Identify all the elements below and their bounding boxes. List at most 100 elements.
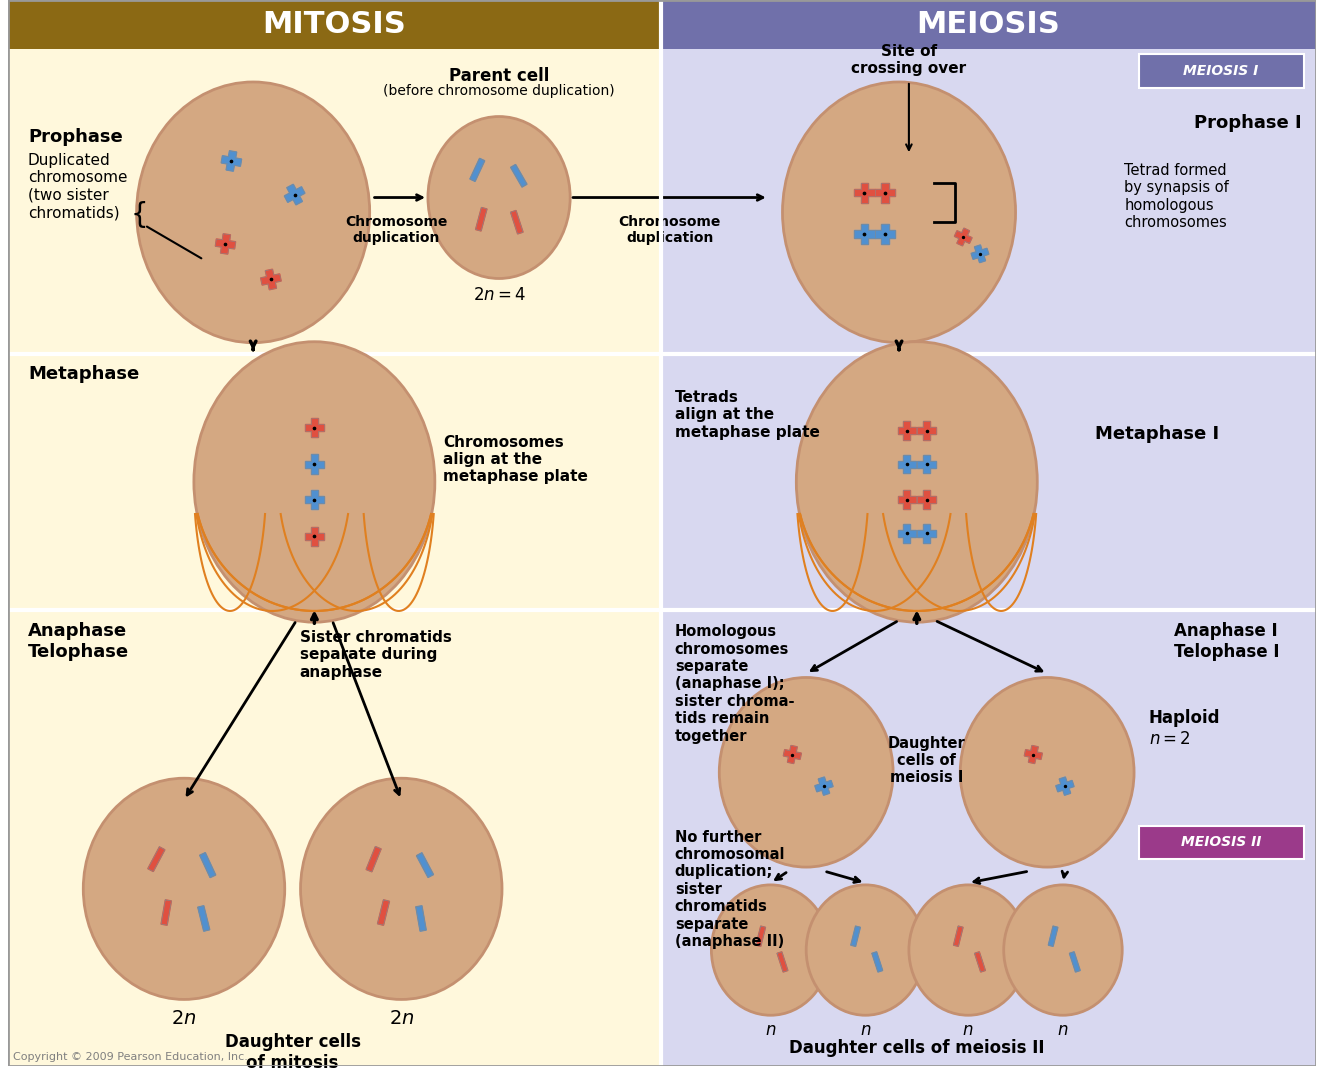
Polygon shape bbox=[898, 491, 916, 509]
FancyBboxPatch shape bbox=[1139, 825, 1304, 859]
Polygon shape bbox=[873, 952, 883, 972]
Text: $2n$: $2n$ bbox=[388, 1009, 414, 1028]
Text: $n$: $n$ bbox=[1058, 1021, 1068, 1039]
Polygon shape bbox=[918, 491, 936, 509]
Bar bbox=[661, 50, 1316, 1066]
Text: $n$: $n$ bbox=[963, 1021, 974, 1039]
Polygon shape bbox=[285, 185, 305, 205]
Polygon shape bbox=[261, 270, 281, 290]
FancyBboxPatch shape bbox=[1139, 54, 1304, 87]
Polygon shape bbox=[955, 228, 972, 246]
Ellipse shape bbox=[428, 117, 571, 278]
Text: $2n$: $2n$ bbox=[171, 1009, 197, 1028]
Ellipse shape bbox=[136, 82, 369, 343]
Polygon shape bbox=[197, 905, 209, 931]
Ellipse shape bbox=[719, 678, 894, 868]
Polygon shape bbox=[511, 164, 527, 187]
Polygon shape bbox=[1070, 952, 1080, 972]
Text: {: { bbox=[131, 202, 148, 230]
Text: Anaphase I
Telophase I: Anaphase I Telophase I bbox=[1173, 623, 1279, 661]
Polygon shape bbox=[918, 455, 936, 474]
Polygon shape bbox=[953, 926, 963, 946]
Text: Copyright © 2009 Pearson Education, Inc.: Copyright © 2009 Pearson Education, Inc. bbox=[13, 1052, 248, 1062]
Text: Metaphase I: Metaphase I bbox=[1095, 425, 1218, 442]
Polygon shape bbox=[854, 182, 875, 203]
Polygon shape bbox=[148, 847, 166, 872]
Polygon shape bbox=[305, 527, 324, 546]
Text: Site of
crossing over: Site of crossing over bbox=[851, 43, 967, 76]
Ellipse shape bbox=[193, 342, 434, 623]
Polygon shape bbox=[305, 454, 324, 474]
Ellipse shape bbox=[960, 678, 1135, 868]
Text: Prophase I: Prophase I bbox=[1194, 113, 1301, 132]
Bar bbox=[661, 0, 1316, 50]
Polygon shape bbox=[898, 524, 916, 543]
Polygon shape bbox=[511, 210, 523, 234]
Text: Daughter cells
of mitosis: Daughter cells of mitosis bbox=[225, 1033, 360, 1071]
Polygon shape bbox=[1055, 777, 1074, 795]
Text: Chromosome
duplication: Chromosome duplication bbox=[618, 216, 722, 246]
Text: Daughter cells of meiosis II: Daughter cells of meiosis II bbox=[789, 1039, 1045, 1057]
Text: MEIOSIS: MEIOSIS bbox=[916, 10, 1059, 39]
Polygon shape bbox=[305, 490, 324, 509]
Text: MEIOSIS I: MEIOSIS I bbox=[1184, 64, 1259, 78]
Ellipse shape bbox=[782, 82, 1016, 343]
Polygon shape bbox=[854, 224, 875, 244]
Polygon shape bbox=[1025, 746, 1042, 764]
Text: $n$: $n$ bbox=[859, 1021, 871, 1039]
Ellipse shape bbox=[806, 885, 924, 1015]
Text: Duplicated
chromosome
(two sister
chromatids): Duplicated chromosome (two sister chroma… bbox=[28, 153, 127, 220]
Polygon shape bbox=[305, 418, 324, 437]
Text: Sister chromatids
separate during
anaphase: Sister chromatids separate during anapha… bbox=[299, 630, 451, 680]
Ellipse shape bbox=[83, 778, 285, 999]
Text: MEIOSIS II: MEIOSIS II bbox=[1181, 835, 1262, 849]
Text: Anaphase
Telophase: Anaphase Telophase bbox=[28, 623, 130, 661]
Text: Chromosomes
align at the
metaphase plate: Chromosomes align at the metaphase plate bbox=[442, 435, 588, 484]
Ellipse shape bbox=[711, 885, 830, 1015]
Text: Tetrad formed
by synapsis of
homologous
chromosomes: Tetrad formed by synapsis of homologous … bbox=[1124, 163, 1229, 230]
Text: MITOSIS: MITOSIS bbox=[262, 10, 406, 39]
Polygon shape bbox=[221, 151, 241, 172]
Text: (before chromosome duplication): (before chromosome duplication) bbox=[383, 84, 614, 98]
Polygon shape bbox=[777, 952, 788, 972]
Polygon shape bbox=[974, 952, 985, 972]
Text: Parent cell: Parent cell bbox=[449, 67, 549, 85]
Text: No further
chromosomal
duplication;
sister
chromatids
separate
(anaphase II): No further chromosomal duplication; sist… bbox=[675, 830, 785, 948]
Text: Chromosome
duplication: Chromosome duplication bbox=[346, 216, 448, 246]
Text: Haploid
$n = 2$: Haploid $n = 2$ bbox=[1149, 709, 1221, 748]
Polygon shape bbox=[784, 746, 801, 764]
Polygon shape bbox=[200, 852, 216, 877]
Polygon shape bbox=[377, 900, 389, 925]
Text: $n$: $n$ bbox=[765, 1021, 776, 1039]
Bar bbox=[8, 50, 661, 1066]
Bar bbox=[8, 0, 661, 50]
Ellipse shape bbox=[796, 342, 1037, 623]
Text: Daughter
cells of
meiosis I: Daughter cells of meiosis I bbox=[888, 736, 965, 786]
Polygon shape bbox=[898, 455, 916, 474]
Text: Metaphase: Metaphase bbox=[28, 366, 139, 383]
Polygon shape bbox=[417, 852, 433, 877]
Polygon shape bbox=[475, 207, 487, 231]
Polygon shape bbox=[875, 224, 895, 244]
Polygon shape bbox=[756, 926, 765, 946]
Polygon shape bbox=[875, 182, 895, 203]
Text: Tetrads
align at the
metaphase plate: Tetrads align at the metaphase plate bbox=[675, 391, 820, 440]
Polygon shape bbox=[918, 421, 936, 440]
Text: Homologous
chromosomes
separate
(anaphase I);
sister chroma-
tids remain
togethe: Homologous chromosomes separate (anaphas… bbox=[675, 624, 794, 743]
Polygon shape bbox=[162, 900, 171, 925]
Polygon shape bbox=[970, 245, 989, 262]
Polygon shape bbox=[814, 777, 833, 795]
Polygon shape bbox=[1049, 926, 1058, 946]
Ellipse shape bbox=[1004, 885, 1123, 1015]
Ellipse shape bbox=[301, 778, 502, 999]
Polygon shape bbox=[851, 926, 861, 946]
Text: $2n = 4$: $2n = 4$ bbox=[473, 286, 526, 304]
Polygon shape bbox=[367, 847, 381, 872]
Polygon shape bbox=[470, 159, 485, 181]
Polygon shape bbox=[416, 905, 426, 931]
Ellipse shape bbox=[908, 885, 1027, 1015]
Polygon shape bbox=[898, 421, 916, 440]
Text: Prophase: Prophase bbox=[28, 128, 123, 147]
Polygon shape bbox=[216, 234, 236, 254]
Polygon shape bbox=[918, 524, 936, 543]
